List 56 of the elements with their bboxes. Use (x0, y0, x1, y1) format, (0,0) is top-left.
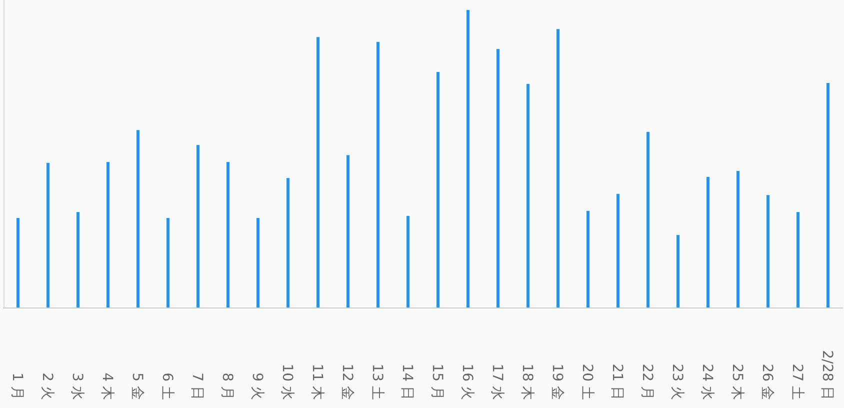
x-tick-label: 15 月 (429, 364, 446, 400)
x-tick-label: 18 木 (519, 364, 536, 400)
bar (526, 84, 530, 308)
x-tick-label: 7 日 (189, 372, 206, 400)
bar (436, 72, 440, 308)
x-tick-label: 25 木 (729, 364, 746, 400)
bar (796, 212, 800, 308)
x-tick-label: 21 日 (609, 364, 626, 400)
x-tick-label: 24 水 (699, 364, 716, 400)
bar (706, 176, 710, 308)
bar (16, 218, 20, 308)
bar (46, 162, 50, 308)
bar (646, 132, 650, 308)
bar (826, 83, 830, 308)
bar (286, 178, 290, 308)
bar (196, 144, 200, 308)
bar (736, 170, 740, 308)
x-tick-label: 14 日 (399, 364, 416, 400)
bar (346, 155, 350, 308)
x-tick-label: 2/28 日 (819, 350, 836, 400)
x-tick-label: 27 土 (789, 364, 806, 400)
bar (496, 49, 500, 308)
x-tick-label: 22 月 (639, 364, 656, 400)
bar (136, 130, 140, 308)
x-tick-label: 8 月 (219, 372, 236, 400)
x-tick-label: 11 木 (309, 364, 326, 400)
x-tick-label: 20 土 (579, 364, 596, 400)
x-tick-label: 6 土 (159, 372, 176, 400)
bar (556, 29, 560, 308)
x-tick-label: 23 火 (669, 364, 686, 400)
x-tick-label: 9 火 (249, 372, 266, 400)
x-tick-label: 19 金 (549, 364, 566, 400)
bar (226, 162, 230, 308)
x-tick-label: 16 火 (459, 364, 476, 400)
bar (466, 10, 470, 308)
bar (316, 37, 320, 308)
bar (406, 216, 410, 308)
x-tick-label: 5 金 (129, 372, 146, 400)
x-tick-label: 17 水 (489, 364, 506, 400)
bar (616, 194, 620, 308)
bar (376, 42, 380, 308)
bar (166, 218, 170, 308)
bar (76, 212, 80, 308)
x-tick-label: 13 土 (369, 364, 386, 400)
bar (106, 162, 110, 308)
x-tick-label: 26 金 (759, 364, 776, 400)
x-tick-label: 1 月 (9, 372, 26, 400)
bar (676, 234, 680, 308)
x-tick-label: 10 水 (279, 364, 296, 400)
bar (766, 195, 770, 308)
x-tick-label: 2 火 (39, 372, 56, 400)
x-tick-label: 4 木 (99, 372, 116, 400)
x-tick-label: 3 水 (69, 372, 86, 400)
bar (586, 210, 590, 308)
bar (256, 218, 260, 308)
x-tick-label: 12 金 (339, 364, 356, 400)
